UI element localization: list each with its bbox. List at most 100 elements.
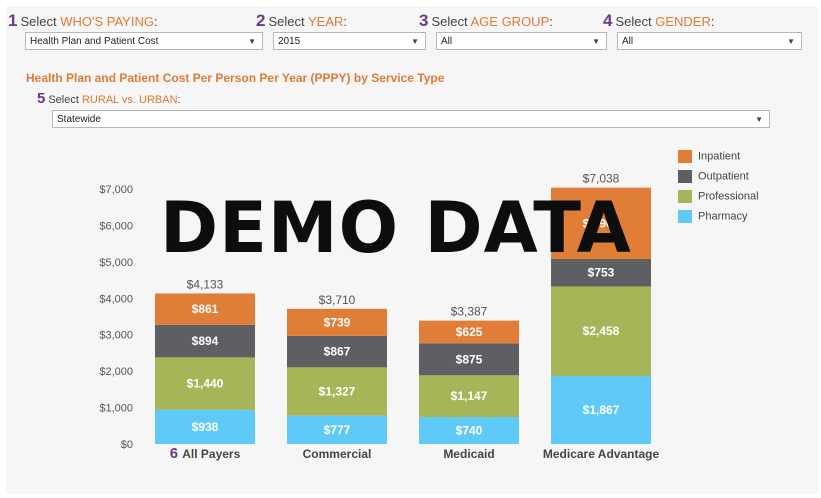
chevron-down-icon: ▼ <box>248 37 256 46</box>
step-number: 6 <box>170 445 183 462</box>
data-label: $740 <box>456 424 483 438</box>
label-prefix: Select <box>20 14 61 29</box>
gender-value: All <box>622 36 634 47</box>
data-label: $625 <box>456 325 483 339</box>
filter-who-paying: 1 Select WHO'S PAYING: <box>8 11 158 31</box>
bar-segment-professional <box>287 367 387 416</box>
bar-segment-inpatient <box>419 320 519 344</box>
label-suffix: : <box>343 14 348 29</box>
filter-rural-urban: 5 Select RURAL vs. URBAN: <box>37 90 181 108</box>
age-group-select[interactable]: All ▼ <box>436 32 607 50</box>
data-label: $1,960 <box>583 216 620 230</box>
y-tick-label: $5,000 <box>99 257 133 269</box>
y-tick-label: $4,000 <box>99 293 133 305</box>
bar-segment-outpatient <box>419 343 519 376</box>
bar-segment-outpatient <box>287 335 387 368</box>
category-label-text: All Payers <box>182 447 240 461</box>
year-select[interactable]: 2015 ▼ <box>273 32 426 50</box>
label-suffix: : <box>710 14 715 29</box>
legend-label: Inpatient <box>698 150 741 163</box>
who-paying-value: Health Plan and Patient Cost <box>30 36 159 47</box>
category-label: Commercial <box>303 447 372 461</box>
legend-swatch <box>678 190 692 203</box>
y-tick-label: $6,000 <box>99 220 133 232</box>
label-prefix: Select <box>268 14 308 29</box>
label-suffix: : <box>153 14 158 29</box>
chart-subtitle: Health Plan and Patient Cost Per Person … <box>26 71 445 85</box>
data-label: $875 <box>456 352 483 366</box>
bar-segment-professional <box>551 286 651 376</box>
filter-gender: 4 Select GENDER: <box>603 11 714 31</box>
bar-segment-inpatient <box>155 293 255 325</box>
legend-label: Outpatient <box>698 170 749 183</box>
label-highlight: GENDER <box>655 14 711 29</box>
label-prefix: Select <box>615 14 656 29</box>
filter-who-paying-label: 1 Select WHO'S PAYING: <box>8 11 158 30</box>
label-highlight: WHO'S PAYING <box>60 14 154 29</box>
category-label: 6 All Payers <box>170 445 241 462</box>
rural-urban-select[interactable]: Statewide ▼ <box>52 110 770 128</box>
legend-swatch <box>678 210 692 223</box>
label-prefix: Select <box>431 14 471 29</box>
data-label: $753 <box>588 266 615 280</box>
y-tick-label: $3,000 <box>99 330 133 342</box>
bar-segment-pharmacy <box>287 415 387 444</box>
who-paying-select[interactable]: Health Plan and Patient Cost ▼ <box>25 32 263 50</box>
label-highlight: YEAR <box>307 14 344 29</box>
category-label: Medicare Advantage <box>543 447 660 461</box>
filter-age-group: 3 Select AGE GROUP: <box>419 11 553 31</box>
rural-urban-value: Statewide <box>57 114 101 125</box>
demo-watermark: DEMO DATA <box>160 187 632 269</box>
step-number: 5 <box>37 90 46 107</box>
data-label: $938 <box>192 420 219 434</box>
year-value: 2015 <box>278 36 301 47</box>
label-highlight: AGE GROUP <box>470 14 550 29</box>
data-label: $1,327 <box>319 385 356 399</box>
label-suffix: : <box>177 94 181 106</box>
data-label: $894 <box>192 334 219 348</box>
bar-segment-outpatient <box>155 324 255 358</box>
data-label: $2,458 <box>583 324 620 338</box>
bar-segment-pharmacy <box>155 409 255 444</box>
chevron-down-icon: ▼ <box>755 115 763 124</box>
legend-item-professional: Professional <box>678 190 759 203</box>
legend-label: Pharmacy <box>698 210 748 223</box>
filter-gender-label: 4 Select GENDER: <box>603 11 715 30</box>
bar-segment-pharmacy <box>551 375 651 444</box>
step-number: 3 <box>419 11 429 30</box>
data-label: $1,867 <box>583 403 620 417</box>
step-number: 4 <box>603 11 613 30</box>
filter-age-group-label: 3 Select AGE GROUP: <box>419 11 553 30</box>
step-number: 1 <box>8 11 18 30</box>
legend-swatch <box>678 170 692 183</box>
total-label: $3,387 <box>451 305 488 319</box>
legend-item-pharmacy: Pharmacy <box>678 210 748 223</box>
label-highlight: RURAL vs. URBAN <box>81 94 178 106</box>
legend-label: Professional <box>698 190 759 203</box>
legend-item-outpatient: Outpatient <box>678 170 749 183</box>
dashboard-panel <box>6 6 818 494</box>
y-tick-label: $7,000 <box>99 184 133 196</box>
age-group-value: All <box>441 36 453 47</box>
step-number: 2 <box>256 11 266 30</box>
y-tick-label: $1,000 <box>99 403 133 415</box>
y-tick-label: $0 <box>121 439 133 451</box>
total-label: $4,133 <box>187 277 224 291</box>
data-label: $867 <box>324 345 351 359</box>
filter-year-label: 2 Select YEAR: <box>256 11 348 30</box>
label-suffix: : <box>549 14 553 29</box>
gender-select[interactable]: All ▼ <box>617 32 802 50</box>
chevron-down-icon: ▼ <box>592 37 600 46</box>
data-label: $777 <box>324 423 351 437</box>
filter-year: 2 Select YEAR: <box>256 11 347 31</box>
bar-segment-inpatient <box>287 308 387 336</box>
bar-segment-pharmacy <box>419 417 519 444</box>
legend-item-inpatient: Inpatient <box>678 150 740 163</box>
total-label: $7,038 <box>583 172 620 186</box>
bar-segment-outpatient <box>551 259 651 287</box>
chevron-down-icon: ▼ <box>787 37 795 46</box>
data-label: $861 <box>192 302 219 316</box>
y-tick-label: $2,000 <box>99 366 133 378</box>
data-label: $1,147 <box>451 389 488 403</box>
